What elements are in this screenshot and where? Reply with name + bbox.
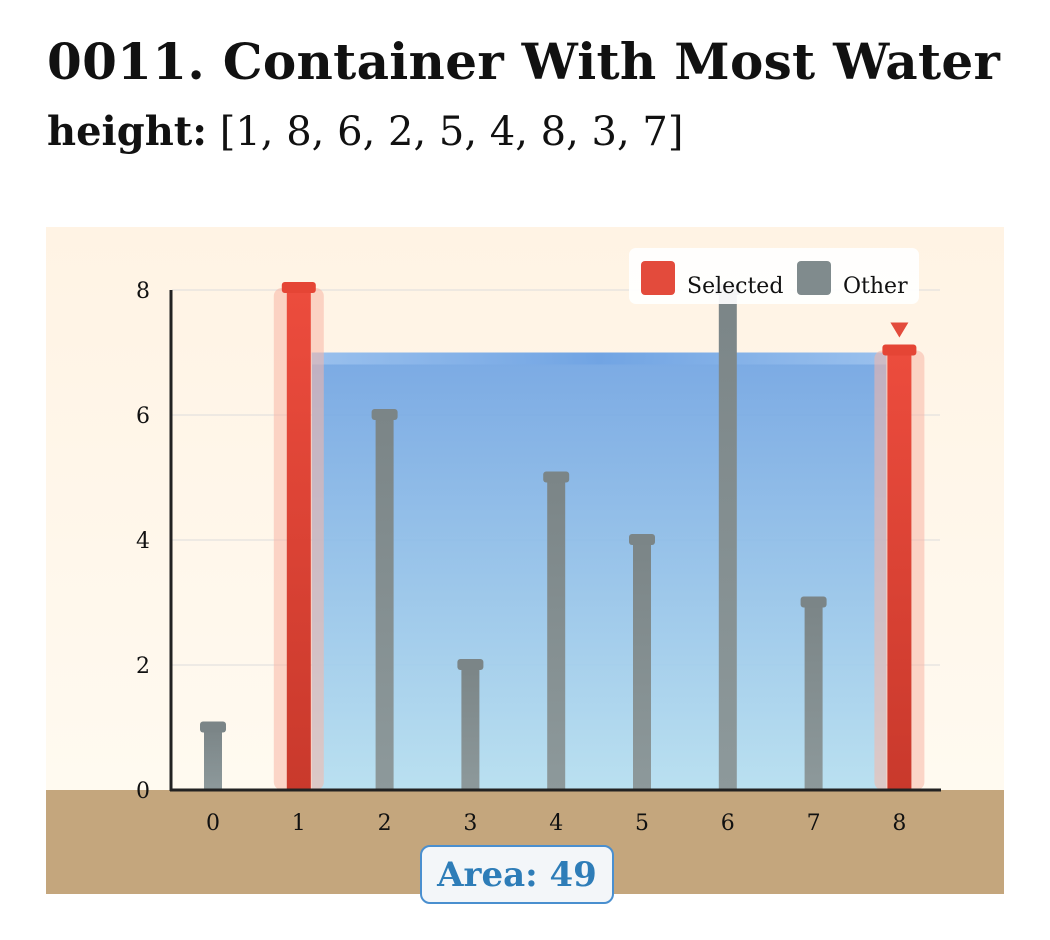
bar-cap-5 [629,534,655,545]
page-title: 0011. Container With Most Water [47,32,1001,91]
height-array: height: [1, 8, 6, 2, 5, 4, 8, 3, 7] [47,108,683,155]
bar-cap-8 [882,344,917,356]
x-tick-label: 4 [549,811,563,836]
y-tick-label: 8 [136,279,150,304]
x-tick-label: 8 [892,811,906,836]
bar-cap-2 [371,409,398,420]
legend-label-other: Other [843,274,908,299]
bar-7 [804,602,823,790]
y-tick-label: 0 [136,779,150,804]
x-tick-label: 6 [721,811,735,836]
bar-4 [547,477,566,790]
bar-6 [718,290,737,790]
bar-cap-4 [543,471,570,483]
bar-cap-7 [800,596,827,608]
legend-swatch-other [797,261,831,295]
water-area [311,352,887,790]
y-tick-label: 6 [136,404,150,429]
bar-8 [887,352,912,790]
bar-cap-1 [281,282,316,293]
bar-5 [633,540,651,790]
legend-swatch-selected [641,261,675,295]
x-tick-label: 3 [463,811,477,836]
x-tick-label: 1 [292,811,306,836]
x-tick-label: 5 [635,811,649,836]
bar-0 [204,727,222,790]
area-badge: Area: 49 [420,845,614,904]
bar-3 [461,665,480,790]
legend-box [629,248,919,304]
height-label: height: [47,108,208,155]
bar-2 [375,415,394,790]
legend-label-selected: Selected [687,274,783,299]
bar-1 [286,290,311,790]
y-tick-label: 4 [136,529,150,554]
bar-cap-3 [457,659,484,670]
bar-cap-0 [200,721,226,733]
water-surface [311,352,887,365]
x-tick-label: 2 [378,811,392,836]
y-tick-label: 2 [136,654,150,679]
x-tick-label: 0 [206,811,220,836]
height-values: [1, 8, 6, 2, 5, 4, 8, 3, 7] [219,109,684,155]
x-tick-label: 7 [807,811,821,836]
pointer-marker-icon [890,322,909,338]
